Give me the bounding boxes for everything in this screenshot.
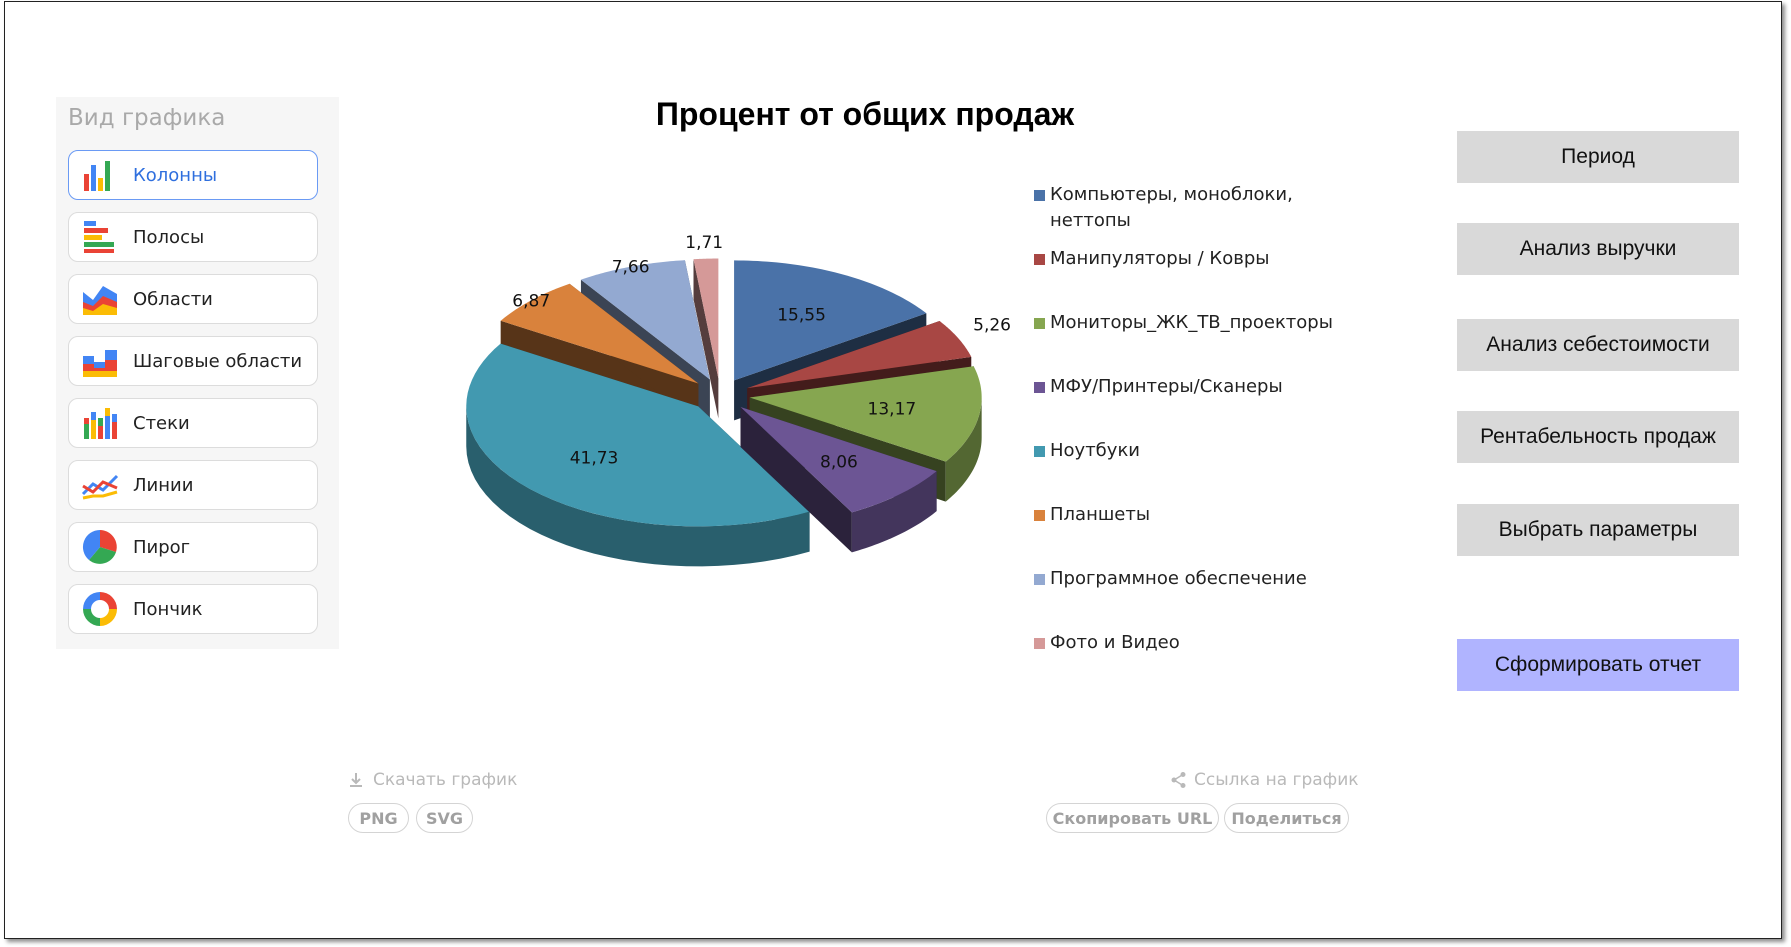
stepped-area-chart-icon (83, 350, 117, 377)
pie-slice-8 (693, 258, 719, 419)
chart-title: Процент от общих продаж (655, 96, 1075, 132)
pie-slice-wall (851, 471, 937, 553)
chart-link-label: Ссылка на график (1170, 770, 1359, 790)
download-png-button[interactable]: PNG (348, 803, 409, 833)
chart-type-areas[interactable]: Области (68, 274, 318, 324)
profitability-button[interactable]: Рентабельность продаж (1457, 411, 1739, 463)
legend-swatch (1034, 638, 1045, 649)
revenue-analysis-button[interactable]: Анализ выручки (1457, 223, 1739, 275)
pie-slice-top (734, 260, 927, 381)
area-chart-icon (83, 286, 117, 315)
chart-type-panel: Вид графика Колонны Полосы Области (56, 97, 339, 649)
pie-value-label: 6,87 (512, 291, 550, 311)
pie-slice-top (747, 320, 972, 389)
chart-type-bars[interactable]: Полосы (68, 212, 318, 262)
chart-type-stacks[interactable]: Стеки (68, 398, 318, 448)
share-button[interactable]: Поделиться (1224, 803, 1349, 833)
cost-analysis-button[interactable]: Анализ себестоимости (1457, 319, 1739, 371)
pie-slice-wall (466, 406, 810, 567)
download-icon (350, 773, 362, 787)
pie-slice-top (749, 366, 982, 462)
chart-type-label: Полосы (133, 226, 205, 248)
legend-swatch (1034, 446, 1045, 457)
donut-chart-icon (83, 592, 117, 626)
line-chart-icon (81, 474, 119, 500)
chart-link-label-text: Ссылка на график (1194, 770, 1359, 790)
legend-label: МФУ/Принтеры/Сканеры (1050, 376, 1283, 397)
chart-type-columns[interactable]: Колонны (68, 150, 318, 200)
pie-slice-top (466, 343, 810, 527)
chart-type-label: Пирог (133, 536, 191, 558)
panel-title: Вид графика (68, 105, 226, 131)
pie-slice-side (693, 259, 719, 419)
download-svg-button[interactable]: SVG (416, 803, 473, 833)
legend-label: Программное обеспечение (1050, 568, 1307, 589)
chart-type-label: Шаговые области (133, 350, 303, 372)
generate-report-button[interactable]: Сформировать отчет (1457, 639, 1739, 691)
pie-slice-4 (740, 407, 937, 553)
pie-slice-side (740, 407, 852, 553)
download-chart-label: Скачать график (347, 770, 517, 790)
pie-value-label: 15,55 (777, 306, 826, 326)
legend-swatch (1034, 382, 1045, 393)
legend-swatch (1034, 190, 1045, 201)
legend-swatch (1034, 574, 1045, 585)
legend-label: Мониторы_ЖК_ТВ_проекторы (1050, 312, 1333, 333)
pie-value-label: 1,71 (685, 233, 723, 253)
chart-type-stepped-areas[interactable]: Шаговые области (68, 336, 318, 386)
legend-label: Компьютеры, моноблоки, неттопы (1050, 184, 1293, 231)
legend-swatch (1034, 254, 1045, 265)
chart-type-lines[interactable]: Линии (68, 460, 318, 510)
chart-type-label: Пончик (133, 598, 203, 620)
copy-url-button[interactable]: Скопировать URL (1046, 803, 1219, 833)
chart-type-label: Области (133, 288, 213, 310)
stacked-chart-icon (84, 408, 117, 439)
pie-chart-icon (82, 529, 117, 564)
legend-label: Планшеты (1050, 504, 1151, 525)
column-chart-icon (84, 161, 110, 191)
share-icon (1171, 772, 1186, 788)
pie-slice-top (580, 260, 710, 380)
legend-label: Фото и Видео (1050, 632, 1180, 653)
pie-sides (466, 258, 982, 567)
legend-label: Манипуляторы / Ковры (1050, 248, 1270, 269)
pie-slice-top (693, 258, 719, 379)
pie-slice-top (740, 407, 937, 513)
pie-value-label: 13,17 (868, 400, 917, 420)
chart-type-pie[interactable]: Пирог (68, 522, 318, 572)
pie-value-label: 7,66 (612, 258, 650, 278)
chart-type-label: Колонны (133, 164, 218, 186)
pie-slice-wall (945, 397, 982, 502)
legend-swatch (1034, 510, 1045, 521)
pie-slice-top (500, 283, 699, 384)
pie-value-label: 8,06 (820, 452, 858, 472)
bar-chart-icon (84, 221, 114, 253)
pie-tops: 15,55 5,26 13,17 8,06 41,73 6,87 7,66 1,71 (512, 233, 1011, 472)
chart-type-label: Линии (133, 474, 194, 496)
legend-label: Ноутбуки (1050, 440, 1141, 461)
pie-value-label: 5,26 (973, 315, 1011, 335)
legend-swatch (1034, 318, 1045, 329)
chart-type-label: Стеки (133, 412, 190, 434)
select-params-button[interactable]: Выбрать параметры (1457, 504, 1739, 556)
pie-value-label: 41,73 (570, 449, 619, 469)
chart-type-donut[interactable]: Пончик (68, 584, 318, 634)
download-label-text: Скачать график (373, 770, 518, 790)
pie-slice-5 (466, 343, 810, 567)
period-button[interactable]: Период (1457, 131, 1739, 183)
